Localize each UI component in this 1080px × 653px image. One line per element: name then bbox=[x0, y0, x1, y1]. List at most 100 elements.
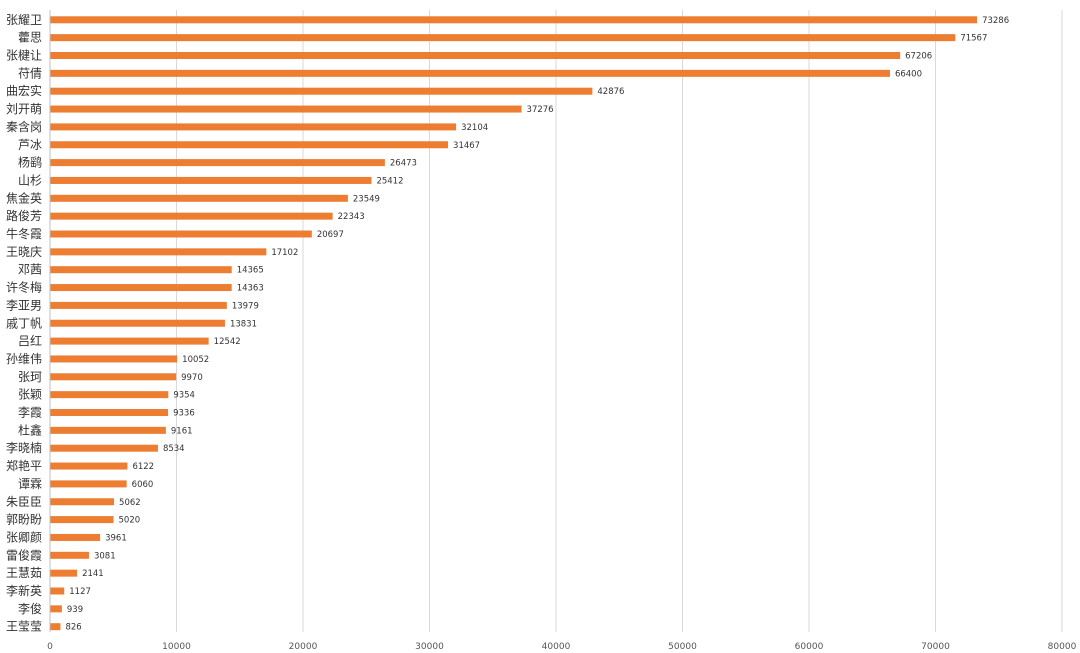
data-label: 13979 bbox=[232, 301, 259, 311]
bar bbox=[50, 337, 209, 345]
bar bbox=[50, 516, 114, 524]
category-label: 张耀卫 bbox=[6, 13, 42, 27]
data-label: 25412 bbox=[376, 176, 403, 186]
bar bbox=[50, 301, 227, 309]
category-label: 张珂 bbox=[18, 370, 42, 384]
bar bbox=[50, 212, 333, 220]
bar bbox=[50, 623, 61, 631]
data-label: 31467 bbox=[453, 141, 480, 151]
bar bbox=[50, 533, 101, 541]
data-label: 8534 bbox=[163, 444, 185, 454]
bar bbox=[50, 444, 158, 452]
bar bbox=[50, 605, 62, 613]
data-label: 939 bbox=[67, 605, 83, 615]
category-label: 郑艳平 bbox=[6, 458, 42, 473]
category-label: 郭盼盼 bbox=[6, 513, 42, 527]
data-label: 14365 bbox=[237, 266, 264, 276]
data-label: 42876 bbox=[597, 87, 624, 97]
category-label: 芦冰 bbox=[18, 138, 42, 152]
data-label: 12542 bbox=[214, 337, 241, 347]
data-label: 3081 bbox=[94, 551, 116, 561]
category-label: 邓茜 bbox=[18, 263, 42, 277]
bar bbox=[50, 176, 372, 184]
data-label: 1127 bbox=[69, 587, 91, 597]
category-label: 王晓庆 bbox=[6, 245, 42, 259]
data-label: 3961 bbox=[105, 533, 127, 543]
bar bbox=[50, 159, 385, 167]
bar bbox=[50, 34, 956, 42]
bar bbox=[50, 462, 128, 470]
data-label: 66400 bbox=[895, 69, 922, 79]
bar bbox=[50, 426, 166, 434]
category-label: 曲宏实 bbox=[6, 83, 42, 98]
data-label: 37276 bbox=[527, 105, 554, 115]
x-tick-label: 10000 bbox=[162, 642, 191, 652]
data-label: 5020 bbox=[119, 516, 141, 526]
data-label: 26473 bbox=[390, 159, 417, 169]
bar bbox=[50, 69, 890, 77]
bar bbox=[50, 266, 232, 274]
data-label: 10052 bbox=[182, 355, 209, 365]
category-label: 李晓楠 bbox=[6, 440, 42, 455]
bar bbox=[50, 319, 225, 327]
category-label: 路俊芳 bbox=[6, 208, 42, 223]
category-label: 李霞 bbox=[18, 405, 42, 420]
category-label: 王莹莹 bbox=[6, 620, 42, 634]
bar bbox=[50, 230, 312, 238]
bar bbox=[50, 248, 267, 256]
bar bbox=[50, 587, 65, 595]
category-label: 吕红 bbox=[18, 333, 42, 348]
bar bbox=[50, 194, 348, 202]
bar bbox=[50, 141, 449, 149]
bar bbox=[50, 52, 901, 59]
bar bbox=[50, 391, 169, 399]
data-label: 5062 bbox=[119, 498, 141, 508]
bar bbox=[50, 409, 169, 416]
category-label: 李俊 bbox=[18, 601, 42, 616]
x-tick-label: 60000 bbox=[795, 642, 824, 652]
category-label: 朱臣臣 bbox=[6, 495, 42, 509]
bar bbox=[50, 569, 78, 577]
data-label: 73286 bbox=[982, 16, 1009, 26]
category-label: 李亚男 bbox=[6, 297, 42, 312]
category-label: 秦含岗 bbox=[6, 119, 42, 134]
bar bbox=[50, 480, 127, 488]
data-label: 9161 bbox=[171, 426, 193, 436]
category-label: 张卿颜 bbox=[6, 529, 42, 544]
data-label: 17102 bbox=[271, 248, 298, 258]
x-tick-label: 0 bbox=[47, 642, 53, 652]
category-label: 杨鹞 bbox=[18, 155, 42, 170]
category-label: 雷俊霞 bbox=[6, 547, 42, 562]
category-label: 王慧茹 bbox=[6, 565, 42, 580]
category-label: 许冬梅 bbox=[6, 280, 42, 295]
data-label: 67206 bbox=[905, 52, 932, 62]
bar bbox=[50, 105, 522, 113]
data-label: 6122 bbox=[132, 462, 154, 472]
bar bbox=[50, 284, 232, 292]
bar bbox=[50, 87, 593, 95]
x-tick-label: 30000 bbox=[415, 642, 444, 652]
category-label: 藿思 bbox=[18, 31, 42, 45]
x-tick-label: 70000 bbox=[921, 642, 950, 652]
data-label: 9970 bbox=[181, 373, 203, 383]
bar bbox=[50, 16, 978, 24]
x-tick-label: 40000 bbox=[542, 642, 571, 652]
bar bbox=[50, 498, 115, 506]
x-tick-label: 50000 bbox=[668, 642, 697, 652]
category-label: 李新英 bbox=[6, 583, 42, 598]
category-label: 孙维伟 bbox=[6, 352, 42, 366]
category-label: 张楗让 bbox=[6, 49, 42, 63]
data-label: 71567 bbox=[960, 34, 987, 44]
category-label: 戚丁帆 bbox=[6, 315, 42, 330]
data-label: 826 bbox=[65, 623, 81, 633]
data-label: 22343 bbox=[338, 212, 365, 222]
category-label: 张颖 bbox=[18, 388, 42, 402]
bar bbox=[50, 551, 89, 559]
category-label: 刘开萌 bbox=[6, 102, 42, 116]
data-label: 13831 bbox=[230, 319, 257, 329]
category-label: 谭霖 bbox=[18, 477, 42, 491]
bar bbox=[50, 123, 457, 131]
data-label: 32104 bbox=[461, 123, 488, 133]
